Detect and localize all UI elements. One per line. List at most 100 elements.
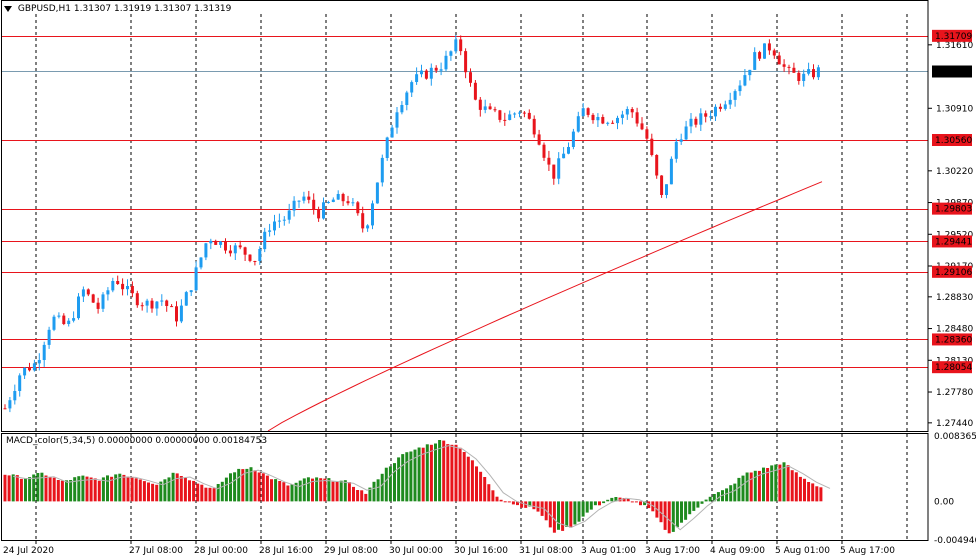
candle-body bbox=[669, 158, 673, 185]
macd-bar bbox=[77, 476, 81, 502]
candle-body bbox=[816, 67, 820, 78]
macd-bar bbox=[487, 484, 491, 502]
macd-bar bbox=[639, 501, 642, 506]
candle-body bbox=[567, 147, 570, 154]
macd-bar bbox=[442, 440, 446, 502]
macd-bar bbox=[614, 497, 618, 502]
macd-bar bbox=[774, 464, 778, 502]
level-tag-label: 1.28054 bbox=[935, 363, 972, 373]
macd-bar bbox=[32, 474, 36, 502]
macd-bar bbox=[680, 501, 683, 523]
macd-bar bbox=[606, 499, 610, 502]
macd-axis-label: -0.0049469 bbox=[934, 536, 976, 546]
macd-bar bbox=[753, 470, 757, 502]
candle-body bbox=[684, 126, 688, 140]
macd-bar bbox=[233, 472, 237, 502]
time-tick-label: 29 Jul 08:00 bbox=[324, 546, 378, 556]
macd-bar bbox=[589, 501, 593, 510]
macd-bar bbox=[700, 501, 704, 504]
candle-body bbox=[165, 300, 169, 306]
macd-bar bbox=[175, 473, 179, 502]
macd-bar bbox=[470, 460, 474, 502]
macd-bar bbox=[479, 471, 483, 502]
macd-bar bbox=[286, 485, 290, 502]
candle-body bbox=[620, 114, 624, 118]
time-tick-label: 3 Aug 17:00 bbox=[645, 546, 700, 556]
candle-body bbox=[782, 64, 786, 67]
macd-bar bbox=[528, 501, 532, 507]
candle-body bbox=[459, 39, 463, 52]
macd-bar bbox=[24, 478, 27, 502]
macd-bar bbox=[811, 483, 815, 502]
macd-bar bbox=[491, 490, 495, 502]
candle-body bbox=[547, 157, 551, 165]
candle-body bbox=[483, 106, 487, 110]
candle-body bbox=[380, 157, 384, 183]
candle-body bbox=[571, 131, 575, 147]
candle-body bbox=[508, 114, 512, 120]
candle-body bbox=[179, 305, 183, 322]
candle-body bbox=[258, 249, 262, 261]
macd-bar bbox=[511, 501, 515, 505]
price-pane-frame bbox=[1, 0, 929, 432]
candle-body bbox=[194, 267, 198, 291]
candle-body bbox=[263, 231, 267, 250]
horizontal-levels bbox=[2, 36, 928, 368]
candle-body bbox=[625, 109, 629, 115]
candle-body bbox=[469, 72, 472, 83]
macd-bar bbox=[561, 501, 565, 531]
macd-bar bbox=[65, 480, 68, 502]
macd-bar bbox=[667, 501, 671, 534]
candle-body bbox=[233, 245, 237, 254]
candle-body bbox=[777, 55, 781, 65]
candle-body bbox=[400, 105, 404, 113]
candle-body bbox=[42, 344, 46, 360]
candle-body bbox=[96, 302, 100, 309]
price-tick-label: 1.27440 bbox=[936, 419, 973, 429]
candle-body bbox=[772, 50, 776, 56]
candle-body bbox=[351, 202, 355, 204]
candle-body bbox=[170, 306, 174, 308]
dropdown-triangle-icon[interactable] bbox=[4, 5, 12, 12]
macd-bar bbox=[610, 497, 614, 502]
macd-bar bbox=[11, 474, 15, 502]
candle-body bbox=[645, 129, 649, 139]
candle-body bbox=[81, 289, 85, 297]
macd-bar bbox=[122, 474, 126, 502]
candle-body bbox=[189, 290, 193, 293]
macd-bar bbox=[659, 501, 663, 523]
macd-bar bbox=[319, 478, 323, 502]
candle-body bbox=[689, 118, 693, 127]
macd-bar bbox=[220, 481, 224, 502]
macd-bar bbox=[89, 477, 93, 502]
macd-bar bbox=[692, 501, 696, 511]
macd-bar bbox=[782, 462, 786, 502]
macd-bar bbox=[376, 479, 380, 502]
macd-bar bbox=[183, 477, 187, 502]
candle-body bbox=[679, 139, 683, 142]
level-tag-bg bbox=[932, 361, 972, 374]
candle-body bbox=[728, 99, 732, 105]
candle-body bbox=[199, 257, 203, 268]
macd-bar bbox=[188, 480, 191, 502]
macd-bar bbox=[409, 451, 413, 502]
macd-bar bbox=[19, 478, 23, 502]
macd-bar bbox=[745, 472, 749, 502]
level-tag-label: 1.29803 bbox=[935, 205, 972, 215]
macd-bar bbox=[602, 501, 606, 504]
chart-header[interactable]: GBPUSD,H1 1.31307 1.31919 1.31307 1.3131… bbox=[4, 4, 231, 14]
macd-bar bbox=[311, 478, 314, 502]
candle-body bbox=[699, 113, 703, 125]
candle-body bbox=[155, 301, 159, 309]
macd-bar bbox=[52, 477, 56, 502]
macd-histogram bbox=[3, 440, 831, 534]
macd-bar bbox=[778, 464, 782, 502]
candle-body bbox=[640, 123, 644, 130]
macd-bar bbox=[343, 480, 347, 502]
macd-bar bbox=[270, 479, 273, 502]
candle-body bbox=[674, 141, 678, 159]
current-price-tag-bg bbox=[932, 65, 972, 78]
macd-bar bbox=[339, 480, 343, 502]
macd-bar bbox=[417, 447, 421, 502]
